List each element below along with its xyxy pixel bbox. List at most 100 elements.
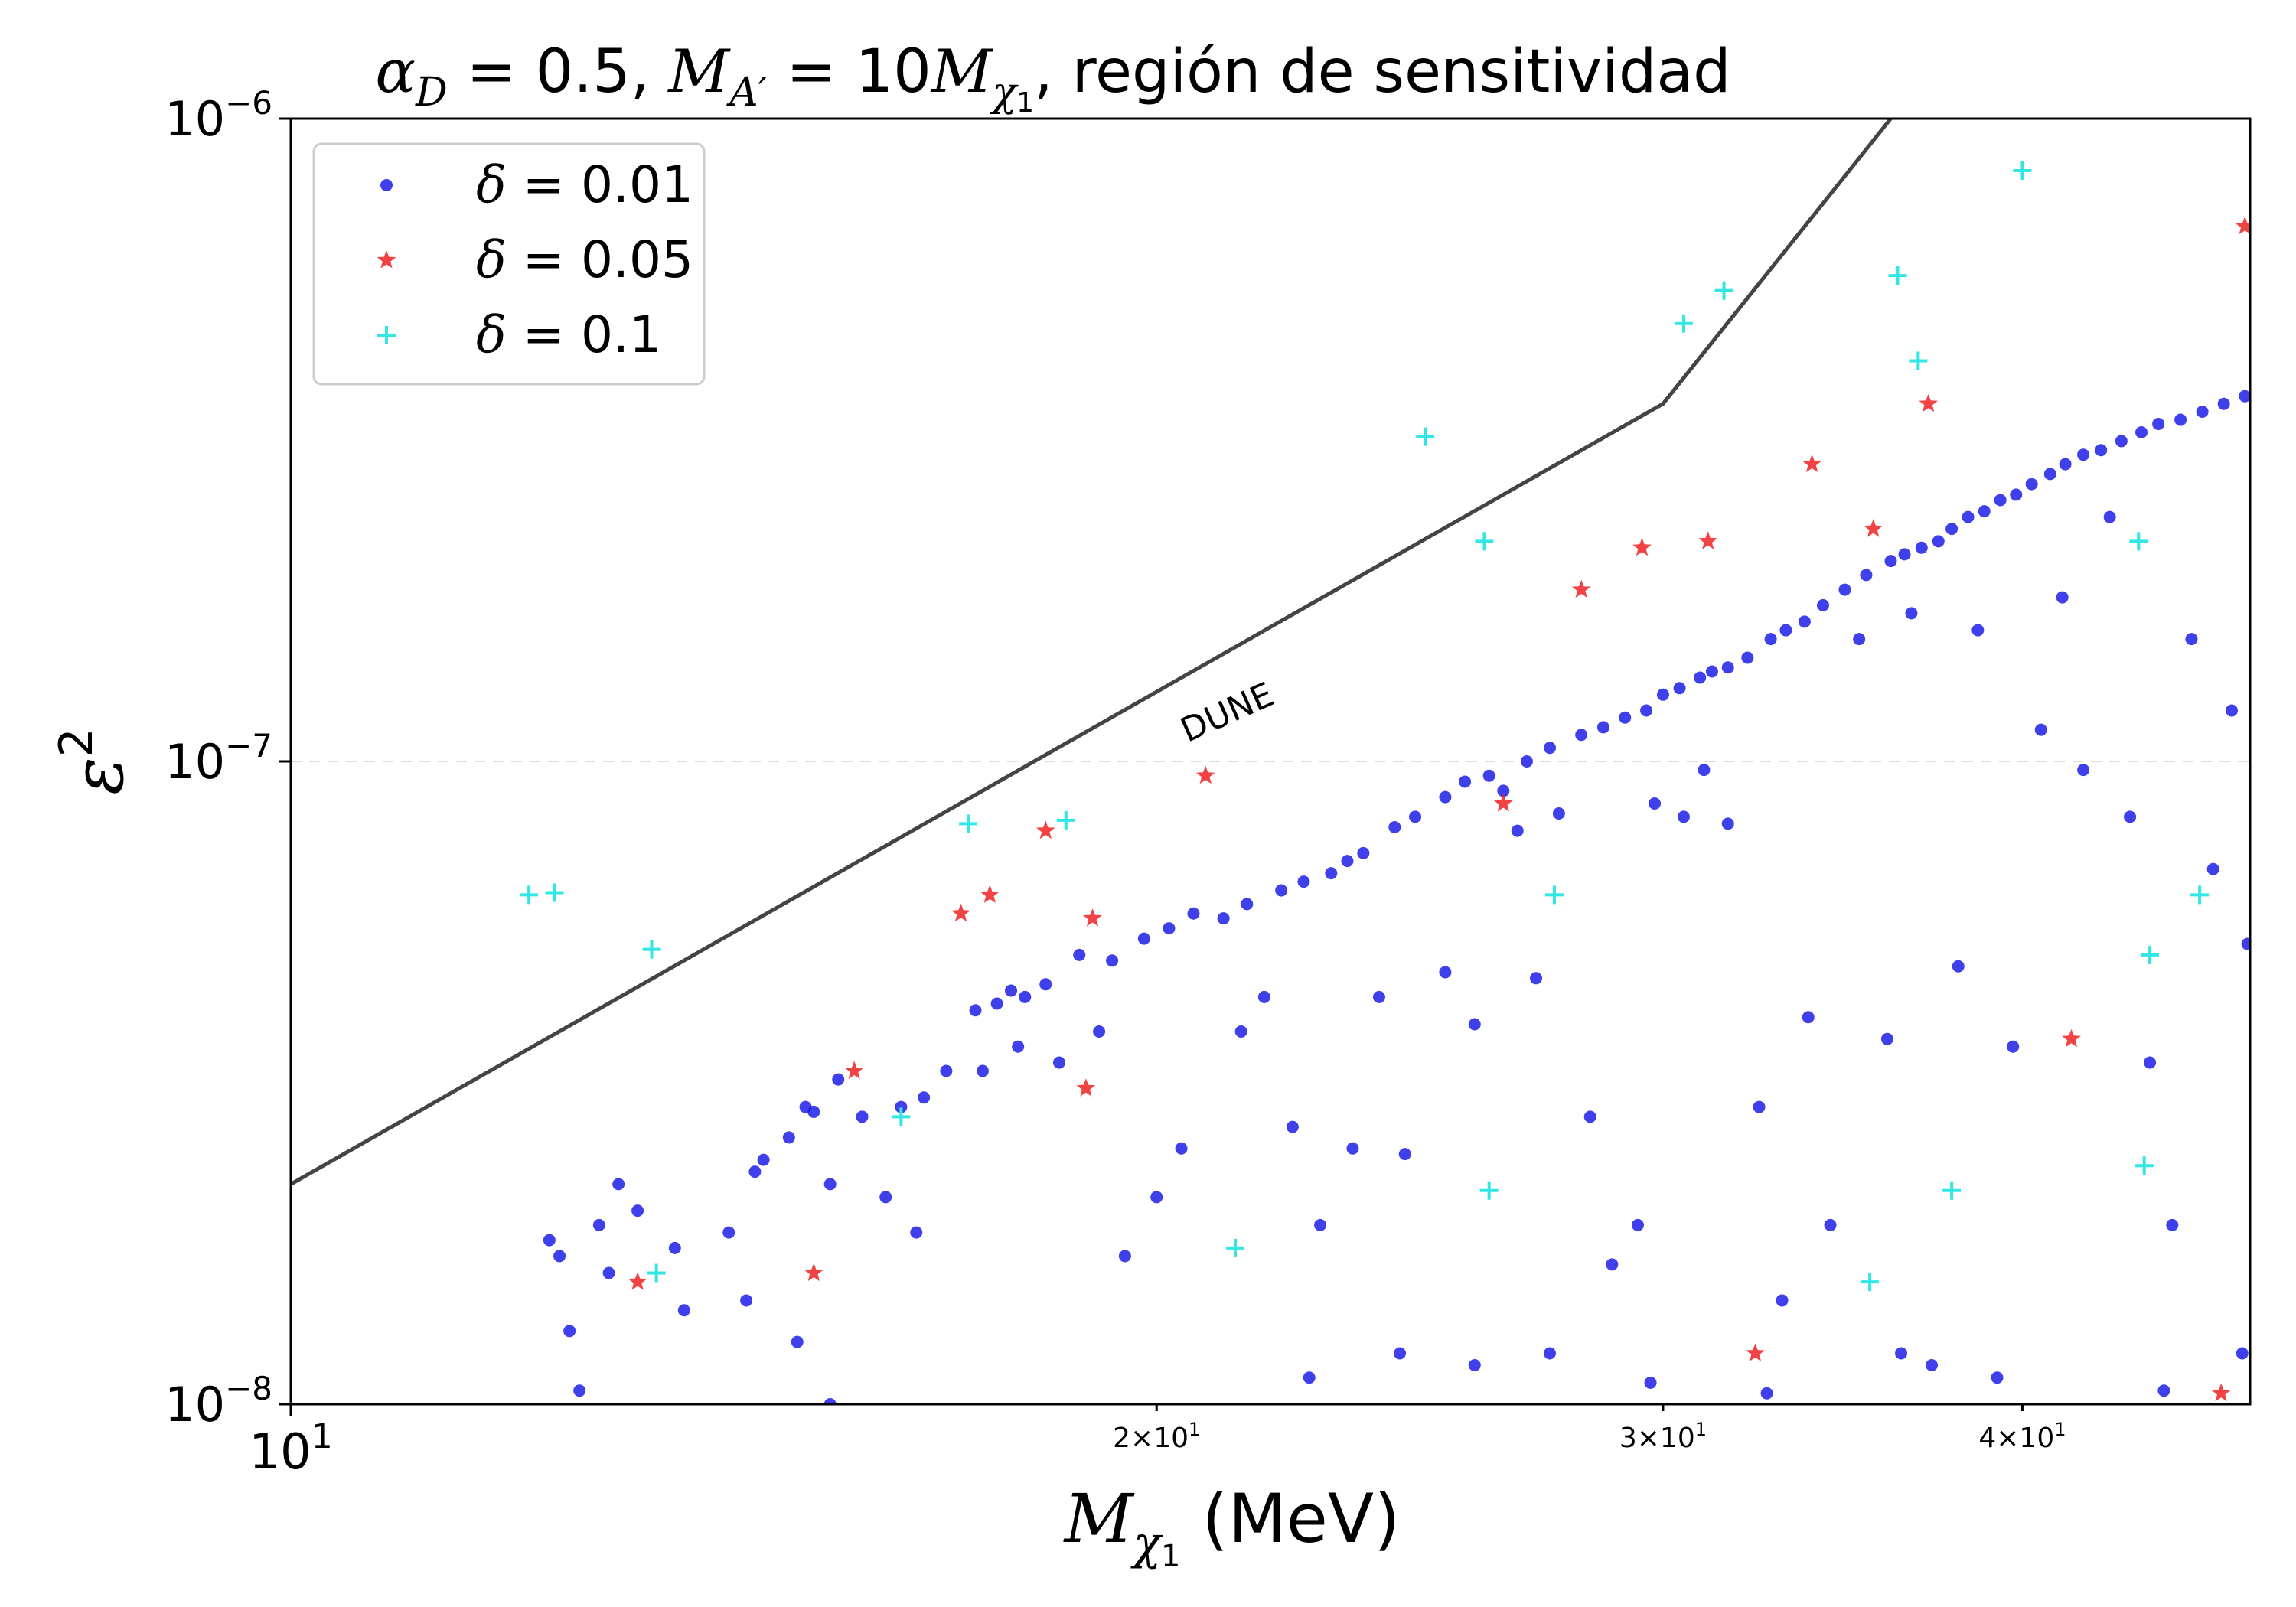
data-point-dot: [1673, 682, 1686, 695]
data-point-dot: [1575, 729, 1588, 742]
data-point-dot: [1388, 820, 1401, 833]
data-point-dot: [990, 997, 1003, 1010]
data-point-dot: [1468, 1018, 1481, 1031]
data-point-dot: [1962, 510, 1975, 523]
data-point-star: [1698, 531, 1718, 549]
data-markers: [520, 161, 2250, 1404]
data-point-dot: [940, 1064, 953, 1077]
legend-label-symbol: δ: [476, 230, 507, 289]
data-point-dot: [1137, 932, 1150, 945]
data-point-dot: [879, 1191, 892, 1204]
data-point-dot: [2241, 937, 2250, 950]
data-point-plus: [647, 1263, 666, 1283]
data-point-dot: [1932, 535, 1945, 548]
x-tick-base: 3×10: [1619, 1423, 1695, 1454]
data-point-dot: [1895, 1347, 1908, 1360]
data-point-dot: [1741, 651, 1754, 664]
data-point-plus: [2129, 532, 2148, 551]
data-point-dot: [1217, 912, 1230, 925]
data-point-dot: [1760, 1387, 1773, 1400]
data-point-dot: [2059, 458, 2072, 471]
x-tick-exp: 1: [1189, 1419, 1200, 1440]
data-point-dot: [1721, 817, 1734, 830]
data-point-plus: [2141, 945, 2160, 964]
data-point-dot: [757, 1153, 770, 1166]
data-point-plus: [1475, 532, 1494, 551]
data-point-dot: [1511, 824, 1524, 837]
data-point-plus: [892, 1107, 911, 1126]
data-point-dot: [2239, 390, 2250, 403]
data-point-dot: [748, 1165, 762, 1178]
data-point-plus: [1226, 1238, 1244, 1257]
data-point-dot: [1073, 948, 1086, 961]
data-point-dot: [1039, 978, 1052, 991]
data-point-plus: [2013, 161, 2032, 180]
legend-label: δ = 0.1: [476, 305, 661, 364]
x-tick-exp: 1: [311, 1417, 333, 1456]
data-point-star: [628, 1272, 647, 1290]
data-point-dot: [1838, 583, 1851, 596]
data-point-dot: [1257, 990, 1270, 1003]
data-point-dot: [1721, 661, 1734, 674]
data-point-star: [1746, 1343, 1765, 1361]
data-point-dot: [1824, 1218, 1837, 1231]
data-point-dot: [1118, 1250, 1131, 1263]
x-tick-base: 4×10: [1978, 1423, 2054, 1454]
legend-label-value: = 0.05: [507, 230, 693, 289]
x-tick-base: 10: [249, 1424, 311, 1481]
legend-label: δ = 0.01: [476, 155, 693, 214]
legend-label-value: = 0.01: [507, 155, 693, 214]
data-point-plus: [1909, 351, 1928, 370]
data-point-dot: [1093, 1025, 1106, 1038]
data-point-dot: [1649, 797, 1662, 810]
y-axis-label: ε2: [50, 728, 139, 795]
data-point-dot: [1012, 1040, 1025, 1053]
legend-label: δ = 0.05: [476, 230, 693, 289]
data-point-dot: [1619, 711, 1632, 724]
data-point-dot: [1357, 846, 1370, 859]
x-tick-label: 3×101: [1619, 1419, 1707, 1454]
data-point-dot: [1971, 624, 1985, 637]
data-point-dot: [668, 1241, 681, 1254]
data-point-dot: [1543, 1347, 1556, 1360]
data-point-dot: [1860, 569, 1873, 582]
legend-label-value: = 0.1: [507, 305, 661, 364]
data-point-dot: [2007, 1040, 2020, 1053]
data-point-plus: [1942, 1181, 1962, 1200]
data-point-dot: [2103, 510, 2116, 523]
data-point-dot: [1694, 671, 1707, 684]
data-point-dot: [1880, 1032, 1893, 1045]
data-point-dot: [1482, 769, 1495, 782]
data-point-star: [2235, 216, 2250, 235]
data-point-dot: [612, 1178, 625, 1191]
legend-label-symbol: δ: [476, 305, 507, 364]
data-point-dot: [1303, 1371, 1316, 1384]
data-point-dot: [1346, 1142, 1359, 1155]
data-point-dot: [722, 1226, 735, 1239]
data-point-dot: [2095, 444, 2108, 457]
legend-marker-plus: [377, 326, 396, 344]
data-point-dot: [2124, 810, 2137, 823]
data-point-plus: [520, 885, 539, 905]
data-point-plus: [1056, 810, 1075, 830]
x-tick-label: 2×101: [1113, 1419, 1200, 1454]
data-point-star: [980, 885, 1000, 903]
legend-items: δ = 0.01δ = 0.05δ = 0.1: [377, 155, 693, 364]
data-point-dot: [1631, 1218, 1644, 1231]
data-point-dot: [2226, 704, 2239, 717]
data-point-dot: [1439, 790, 1452, 804]
data-point-dot: [2034, 723, 2047, 736]
data-point-plus: [1544, 885, 1564, 905]
data-point-plus: [1861, 1273, 1880, 1292]
data-point-star: [1632, 537, 1652, 556]
chart-title: αD = 0.5, MA′ = 10Mχ1, región de sensiti…: [375, 37, 1730, 119]
data-point-dot: [2115, 435, 2128, 448]
y-tick-label: 10−7: [165, 727, 272, 790]
data-point-star: [1802, 454, 1821, 473]
x-tick-exp: 1: [2054, 1419, 2066, 1440]
data-point-plus: [2135, 1156, 2154, 1175]
data-point-dot: [895, 1100, 908, 1113]
data-point-dot: [1187, 907, 1200, 920]
data-point-dot: [2025, 478, 2038, 491]
